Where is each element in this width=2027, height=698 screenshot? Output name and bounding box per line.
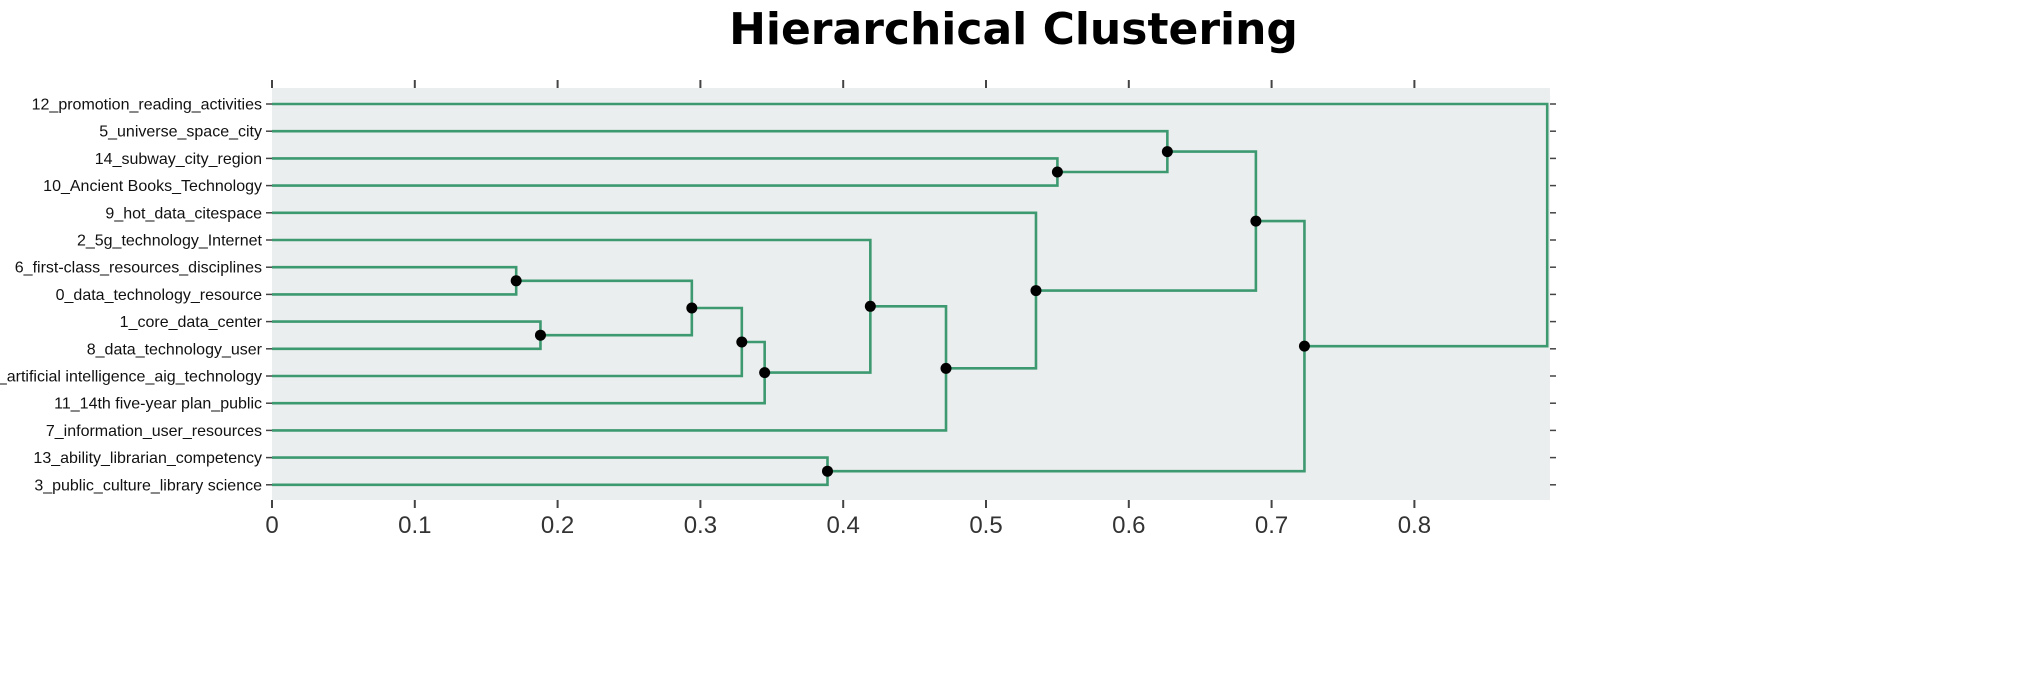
x-tick-label: 0.1 <box>398 512 431 539</box>
merge-marker <box>864 300 876 312</box>
leaf-label: 4_artificial intelligence_aig_technology <box>0 369 262 386</box>
merge-marker <box>534 329 546 341</box>
leaf-label: 5_universe_space_city <box>99 124 262 141</box>
merge-marker <box>1298 340 1310 352</box>
x-tick-label: 0.5 <box>969 512 1002 539</box>
dendrogram-link <box>272 102 1549 348</box>
merge-marker <box>940 362 952 374</box>
leaf-label: 3_public_culture_library science <box>34 477 262 494</box>
merge-markers <box>510 146 1310 477</box>
x-tick-label: 0.6 <box>1112 512 1145 539</box>
leaf-label: 8_data_technology_user <box>87 341 263 358</box>
leaf-label: 1_core_data_center <box>120 314 263 331</box>
merge-marker <box>1161 146 1173 158</box>
merge-marker <box>1250 215 1262 227</box>
leaf-label: 0_data_technology_resource <box>56 287 262 304</box>
x-tick-label: 0.4 <box>827 512 860 539</box>
merge-marker <box>510 275 522 287</box>
leaf-label: 12_promotion_reading_activities <box>32 97 262 114</box>
merge-marker <box>686 302 698 314</box>
x-tick-label: 0.7 <box>1255 512 1288 539</box>
merge-marker <box>1051 166 1063 178</box>
leaf-label: 2_5g_technology_Internet <box>77 233 263 250</box>
top-axis <box>271 80 1416 88</box>
merge-marker <box>736 336 748 348</box>
x-tick-label: 0.2 <box>541 512 574 539</box>
leaf-label: 14_subway_city_region <box>95 151 262 168</box>
leaf-label: 6_first-class_resources_disciplines <box>15 260 262 277</box>
leaf-label: 10_Ancient Books_Technology <box>43 178 262 195</box>
merge-marker <box>821 465 833 477</box>
merge-marker <box>1030 285 1042 297</box>
x-tick-label: 0.8 <box>1398 512 1431 539</box>
chart-title: Hierarchical Clustering <box>729 4 1298 55</box>
leaf-label: 7_information_user_resources <box>46 423 262 440</box>
leaf-label: 11_14th five-year plan_public <box>54 396 262 413</box>
right-axis <box>1550 103 1556 486</box>
leaf-labels: 12_promotion_reading_activities 5_univers… <box>0 97 272 494</box>
bottom-axis: 0 0.1 0.2 0.3 0.4 0.5 0.6 0.7 0.8 <box>265 500 1431 539</box>
merge-marker <box>759 367 771 379</box>
leaf-label: 13_ability_librarian_competency <box>33 450 262 467</box>
x-tick-label: 0 <box>265 512 278 539</box>
x-tick-label: 0.3 <box>684 512 717 539</box>
leaf-label: 9_hot_data_citespace <box>105 205 262 222</box>
